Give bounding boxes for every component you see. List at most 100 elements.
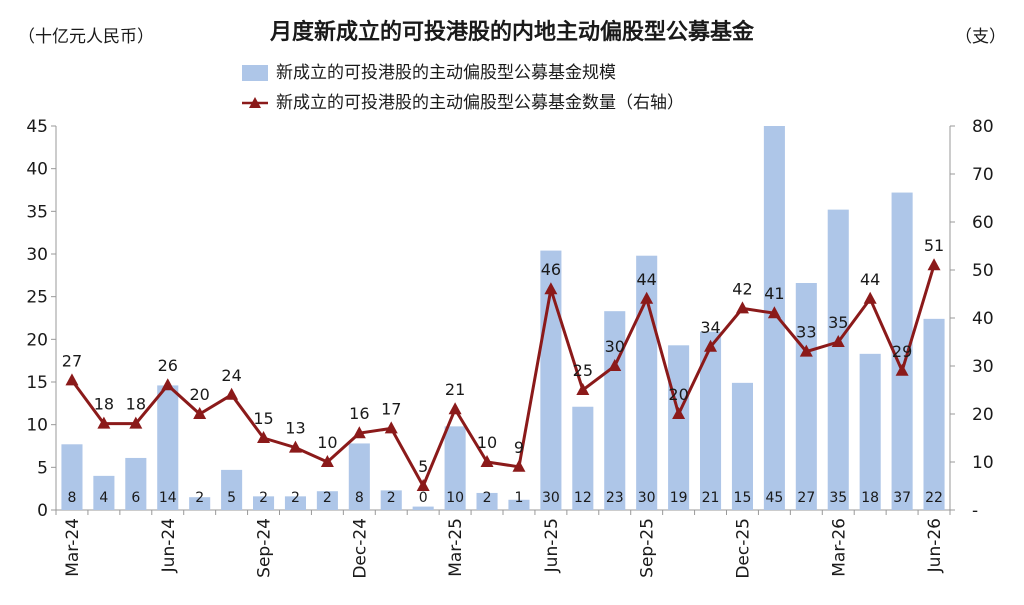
count-point-marker <box>257 431 271 443</box>
count-value-label: 34 <box>700 318 720 337</box>
count-point-marker <box>65 373 79 386</box>
bar <box>604 311 626 510</box>
bar-value-label: 8 <box>355 490 364 506</box>
x-axis-tick-label: Mar-25 <box>446 518 466 577</box>
count-point-marker <box>576 383 590 395</box>
count-point-marker <box>97 416 111 429</box>
bar <box>795 283 817 510</box>
right-axis-tick-label: 20 <box>972 405 994 425</box>
count-point-marker <box>608 359 622 371</box>
bar <box>125 457 147 510</box>
count-point-marker <box>704 339 718 352</box>
right-axis-tick-label: 10 <box>972 453 994 473</box>
count-value-label: 27 <box>62 351 82 370</box>
count-value-label: 25 <box>573 361 593 380</box>
count-value-label: 15 <box>253 409 273 428</box>
bar-value-label: 21 <box>702 490 720 506</box>
count-value-label: 33 <box>796 323 816 342</box>
bar <box>827 209 849 511</box>
count-value-label: 18 <box>94 395 114 414</box>
right-axis-unit: （支） <box>955 27 1006 47</box>
bar-value-label: 30 <box>542 490 560 506</box>
bar <box>572 406 594 510</box>
bar <box>444 426 466 510</box>
count-point-marker <box>288 440 302 453</box>
bar-value-label: 5 <box>227 490 236 506</box>
count-point-marker <box>193 407 207 419</box>
legend-item-line: 新成立的可投港股的主动偏股型公募基金数量（右轴） <box>242 88 684 118</box>
legend-line-swatch <box>242 97 268 108</box>
count-point-marker <box>320 455 334 467</box>
bar-value-label: 2 <box>483 490 492 506</box>
count-point-marker <box>129 416 143 429</box>
count-value-label: 51 <box>924 236 944 255</box>
bar <box>380 490 402 510</box>
x-axis-tick-label: Sep-24 <box>255 518 275 578</box>
x-axis-tick-label: Mar-24 <box>63 518 83 577</box>
x-axis-tick-label: Dec-24 <box>350 518 370 579</box>
bar-value-label: 22 <box>925 490 943 506</box>
count-value-label: 9 <box>514 438 524 457</box>
legend: 新成立的可投港股的主动偏股型公募基金规模 新成立的可投港股的主动偏股型公募基金数… <box>242 58 684 118</box>
legend-label-line: 新成立的可投港股的主动偏股型公募基金数量（右轴） <box>276 93 684 113</box>
count-value-label: 29 <box>892 342 912 361</box>
count-point-marker <box>672 407 686 419</box>
count-point-marker <box>927 258 941 271</box>
bar-value-label: 0 <box>419 490 428 506</box>
left-axis-tick-label: 35 <box>26 202 48 222</box>
count-value-label: 44 <box>860 270 880 289</box>
bar-value-label: 8 <box>68 490 77 506</box>
bar-value-label: 14 <box>159 490 177 506</box>
count-value-label: 10 <box>477 433 497 452</box>
count-point-marker <box>384 421 398 434</box>
bar <box>221 469 243 510</box>
bar <box>859 353 881 510</box>
bar <box>348 443 370 510</box>
legend-label-bar: 新成立的可投港股的主动偏股型公募基金规模 <box>276 63 616 83</box>
bar-value-label: 15 <box>734 490 752 506</box>
left-axis-tick-label: 45 <box>26 117 48 137</box>
legend-item-bar: 新成立的可投港股的主动偏股型公募基金规模 <box>242 58 684 88</box>
count-point-marker <box>448 402 462 415</box>
bar-value-label: 23 <box>606 490 624 506</box>
bar-value-label: 2 <box>291 490 300 506</box>
right-axis-tick-label: 50 <box>972 261 994 281</box>
count-value-label: 21 <box>445 380 465 399</box>
x-axis-tick-label: Jun-25 <box>542 518 562 573</box>
count-point-marker <box>767 306 781 319</box>
bar <box>731 382 754 510</box>
chart-title: 月度新成立的可投港股的内地主动偏股型公募基金 <box>269 20 754 45</box>
bar-value-label: 10 <box>446 490 464 506</box>
bar <box>284 496 307 510</box>
bar <box>157 385 179 510</box>
bar <box>252 496 275 510</box>
bar <box>476 492 498 510</box>
bar <box>508 499 530 510</box>
count-value-label: 10 <box>317 433 337 452</box>
bar-value-label: 35 <box>829 490 847 506</box>
count-value-label: 30 <box>605 337 625 356</box>
left-axis-tick-label: 40 <box>26 160 48 180</box>
count-point-marker <box>640 291 654 304</box>
count-value-label: 17 <box>381 399 401 418</box>
bar-value-label: 6 <box>131 490 140 506</box>
count-point-marker <box>352 426 366 439</box>
count-value-label: 16 <box>349 404 369 423</box>
bar <box>923 318 945 510</box>
bar-value-label: 2 <box>323 490 332 506</box>
count-point-marker <box>416 479 430 491</box>
count-line <box>70 264 936 490</box>
x-axis-tick-label: Jun-24 <box>159 518 179 573</box>
bar <box>93 475 115 510</box>
bar <box>699 331 722 510</box>
x-axis-tick-label: Sep-25 <box>638 518 658 578</box>
bar-value-label: 45 <box>765 490 783 506</box>
count-point-marker <box>161 378 175 391</box>
bar-value-label: 27 <box>797 490 815 506</box>
bar <box>61 444 83 510</box>
count-point-marker <box>480 455 494 467</box>
count-point-marker <box>512 459 526 472</box>
count-point-marker <box>895 363 909 376</box>
left-axis-tick-label: 30 <box>26 245 48 265</box>
